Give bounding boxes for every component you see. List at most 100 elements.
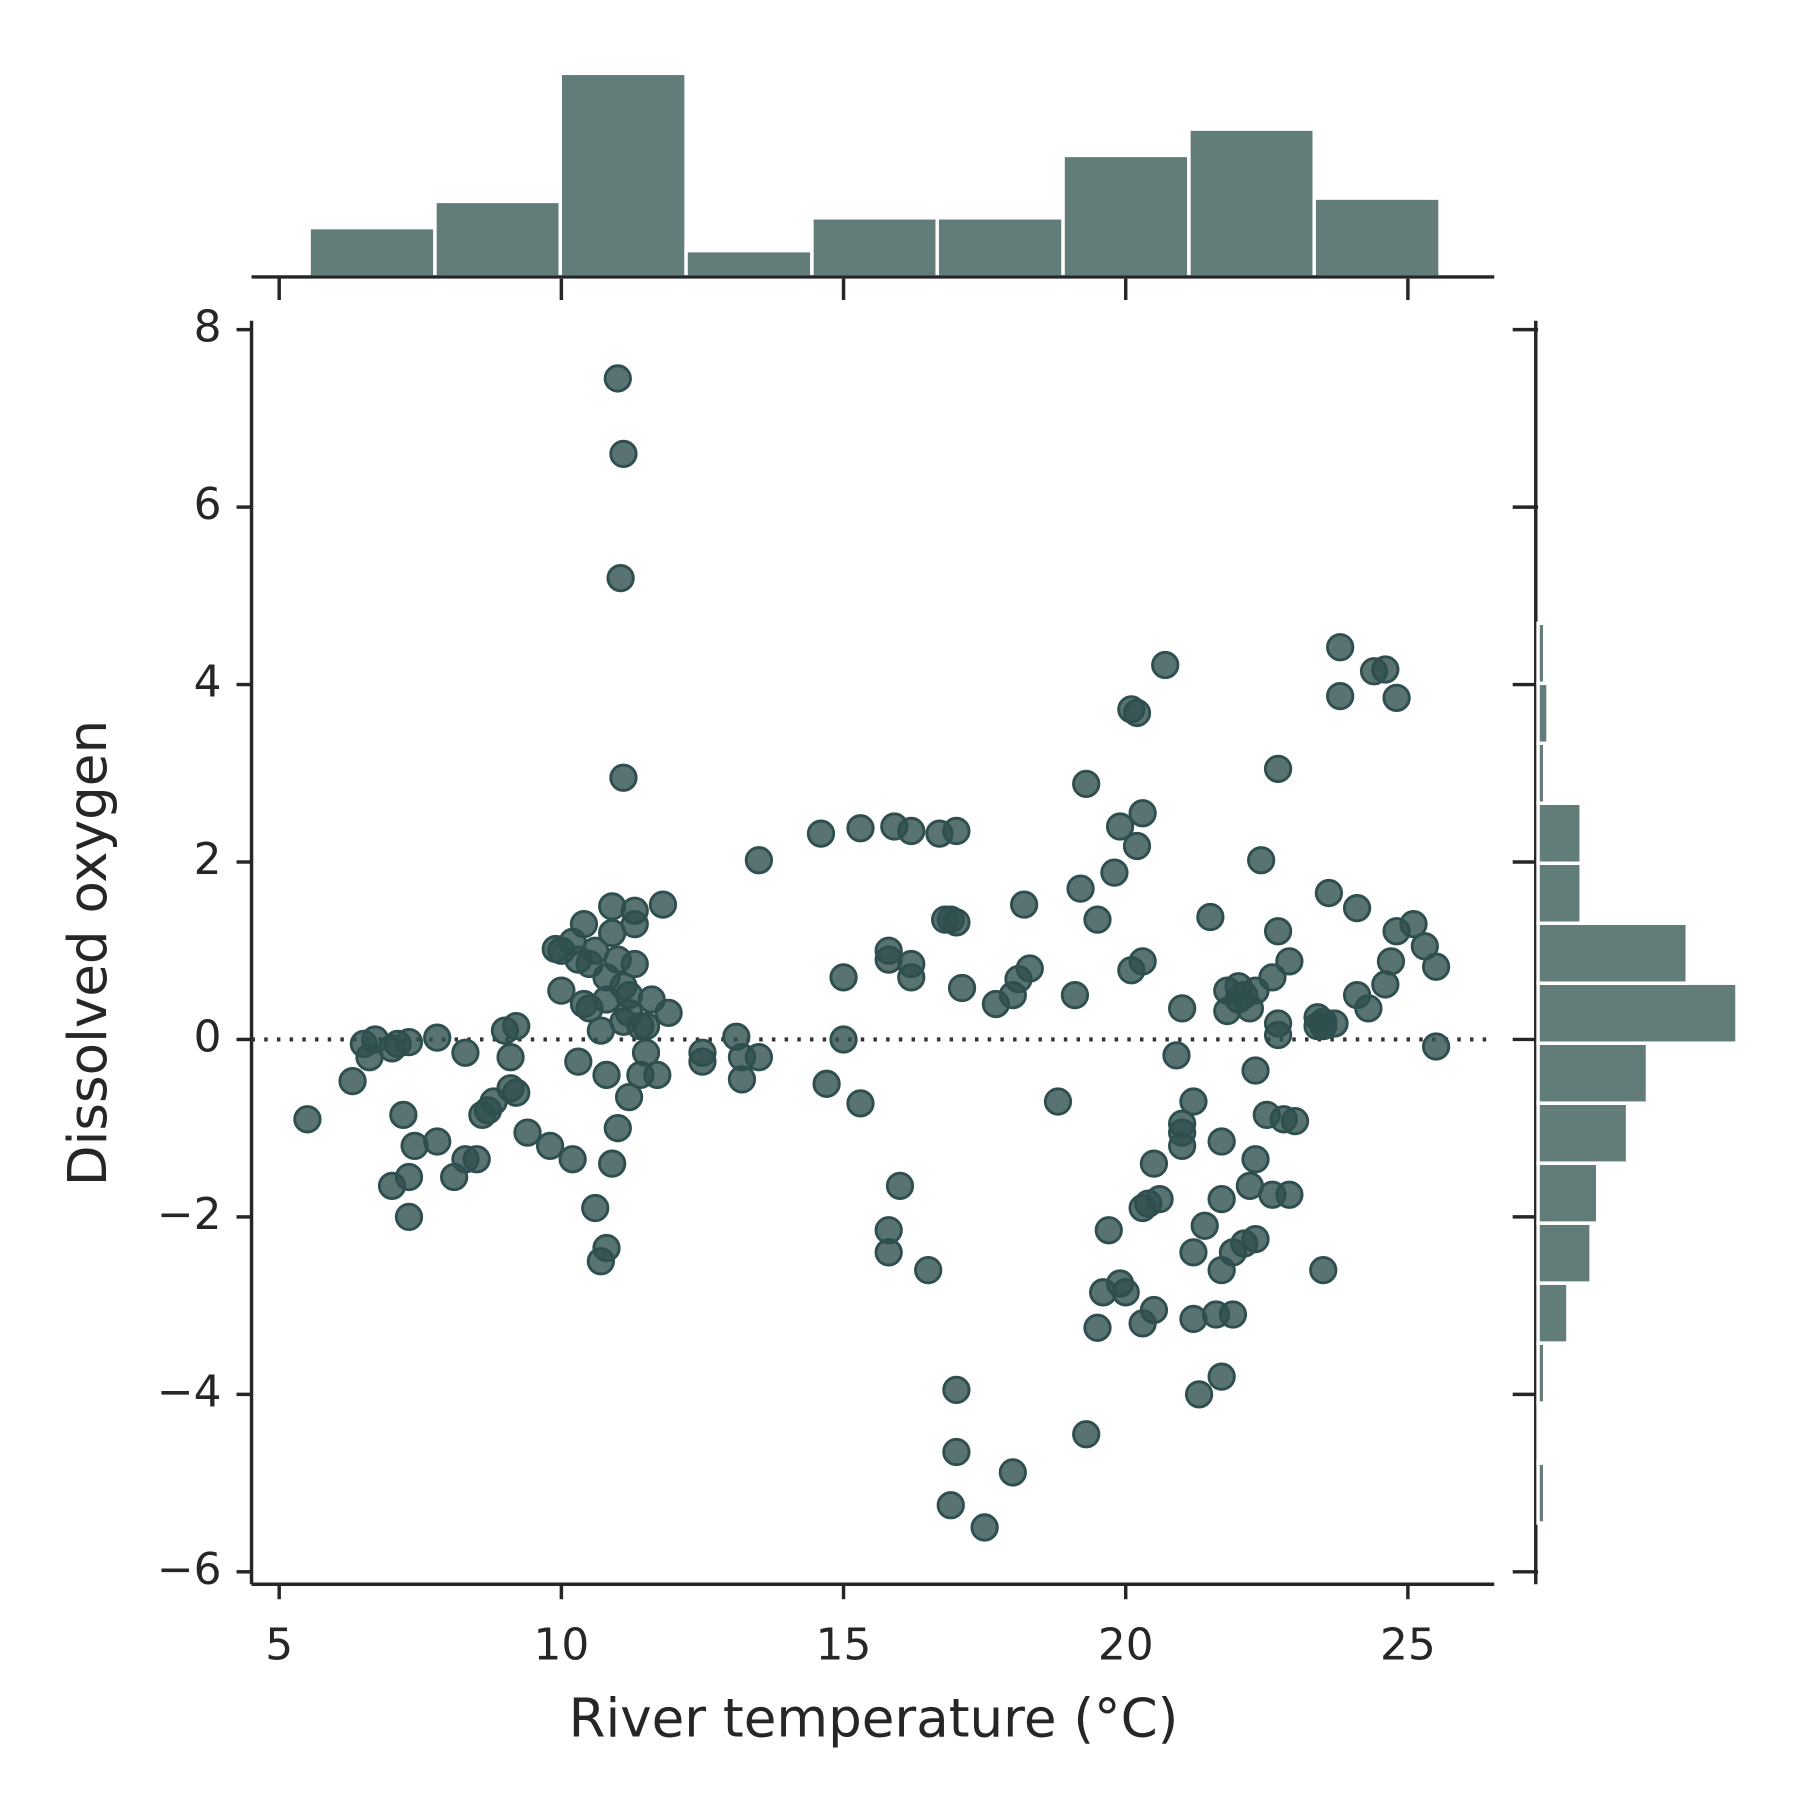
scatter-point (970, 1513, 999, 1542)
hist-bar (935, 216, 1065, 279)
x-tick-label: 20 (1098, 1620, 1154, 1671)
scatter-point (1314, 878, 1344, 908)
scatter-point (603, 1114, 632, 1143)
scatter-point (1207, 1127, 1236, 1156)
hist-bar (1536, 921, 1689, 985)
hist-bar (1536, 861, 1583, 925)
scatter-point (1100, 858, 1129, 887)
scatter-point (829, 963, 858, 992)
scatter-point (1105, 812, 1135, 841)
y-tick-label: −4 (157, 1366, 222, 1417)
scatter-point (631, 1012, 661, 1041)
y-tick-label: 2 (194, 834, 222, 885)
y-tick-label: 6 (194, 479, 222, 530)
x-tick-label: 15 (816, 1620, 872, 1671)
scatter-point (654, 998, 683, 1027)
hist-bar (1536, 1221, 1593, 1285)
scatter-point (1009, 890, 1039, 919)
scatter-point (1015, 954, 1044, 983)
scatter-point (598, 892, 627, 921)
scatter-point (1072, 1420, 1101, 1449)
scatter-point (727, 1065, 757, 1094)
scatter-point (1326, 681, 1355, 711)
scatter-point (1241, 1056, 1270, 1085)
y-tick-label: 8 (194, 302, 222, 353)
scatter-point (502, 1012, 531, 1041)
scatter-point (1060, 980, 1090, 1010)
scatter-point (581, 1193, 610, 1223)
scatter-point (1111, 1278, 1140, 1307)
scatter-point (620, 896, 649, 925)
scatter-point (897, 963, 926, 992)
scatter-point (1371, 970, 1400, 999)
scatter-point (1122, 698, 1152, 728)
scatter-point (1179, 1087, 1208, 1116)
scatter-point (606, 563, 635, 593)
scatter-point (1072, 769, 1101, 799)
x-axis-label: River temperature (°C) (569, 1688, 1179, 1750)
hist-bar (1536, 1461, 1547, 1525)
scatter-point (846, 1089, 875, 1118)
scatter-point (942, 1437, 971, 1467)
y-tick-label: −6 (157, 1544, 222, 1595)
scatter-point (564, 1047, 593, 1076)
hist-bar (1536, 1161, 1600, 1225)
scatter-point (394, 1202, 424, 1232)
scatter-point (502, 1078, 531, 1107)
scatter-point (1094, 1216, 1123, 1245)
scatter-point (389, 1100, 418, 1130)
scatter-point (547, 976, 576, 1005)
scatter-point (1218, 1300, 1248, 1329)
scatter-point (1207, 1185, 1236, 1214)
scatter-point (846, 814, 875, 843)
scatter-point (936, 1491, 965, 1520)
x-tick-label: 5 (265, 1620, 293, 1671)
scatter-point (1168, 994, 1197, 1023)
hist-bar (1536, 1401, 1544, 1465)
scatter-point (1263, 1020, 1293, 1050)
scatter-point (1184, 1380, 1214, 1409)
scatter-point (1263, 754, 1293, 783)
scatter-point (744, 1043, 774, 1072)
scatter-point (1179, 1238, 1208, 1267)
scatter-point (592, 1060, 621, 1090)
hist-bar (307, 225, 437, 279)
scatter-point (1241, 1145, 1270, 1174)
scatter-point (1258, 963, 1287, 992)
y-tick-label: 4 (194, 657, 222, 708)
x-tick-label: 10 (533, 1620, 589, 1671)
scatter-point (1066, 874, 1095, 903)
scatter-point (1371, 655, 1400, 684)
hist-bar (810, 216, 939, 279)
scatter-point (1309, 1256, 1338, 1285)
hist-bar (684, 248, 814, 279)
scatter-point (806, 819, 836, 848)
scatter-point (1190, 1211, 1219, 1240)
scatter-point (1179, 1304, 1208, 1334)
hist-bar (433, 199, 562, 279)
scatter-point (614, 1082, 644, 1112)
scatter-point (462, 1145, 491, 1174)
scatter-point (1275, 947, 1304, 976)
scatter-point (1145, 1185, 1174, 1214)
scatter-point (338, 1067, 367, 1096)
scatter-point (603, 364, 632, 393)
scatter-point (688, 1038, 717, 1067)
scatter-point (1139, 1149, 1169, 1178)
scatter-point (535, 1131, 565, 1161)
scatter-point (829, 1025, 858, 1054)
scatter-point (1275, 1180, 1304, 1209)
scatter-point (1168, 1131, 1197, 1161)
hist-bar (1536, 1281, 1570, 1345)
scatter-point (1399, 909, 1428, 939)
hist-bar (558, 71, 688, 279)
scatter-point (1376, 947, 1406, 976)
scatter-point (451, 1038, 480, 1067)
scatter-point (609, 972, 638, 1001)
scatter-point (1421, 1032, 1451, 1061)
scatter-point (1122, 831, 1152, 861)
hist-bar (1536, 801, 1583, 865)
hist-bar (1536, 1101, 1630, 1165)
scatter-point (1280, 1106, 1310, 1136)
